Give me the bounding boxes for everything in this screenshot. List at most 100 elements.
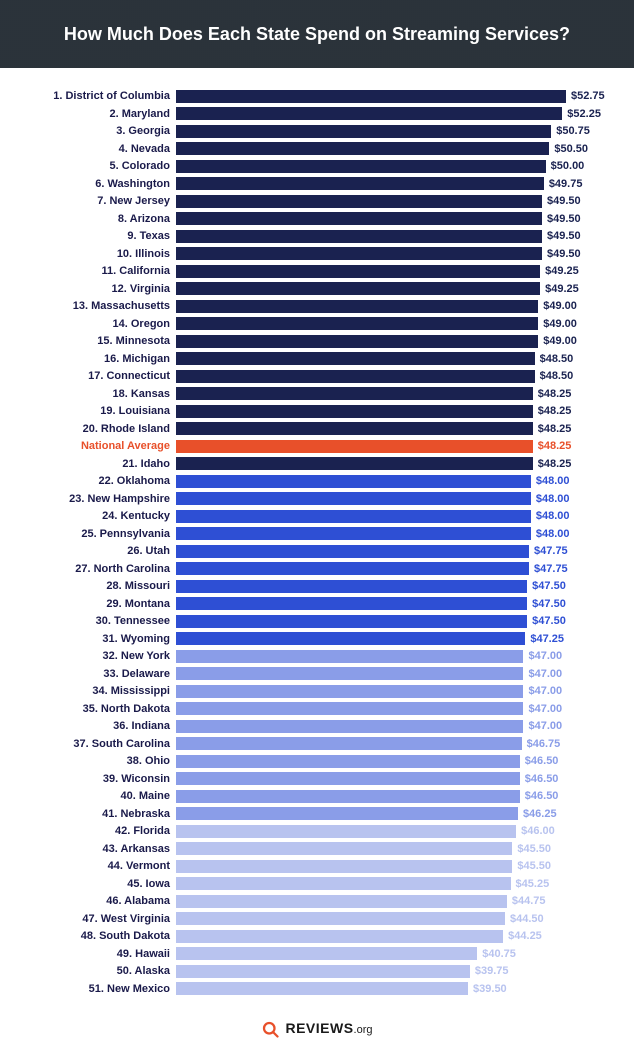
- bar-area: $47.50: [176, 615, 608, 628]
- bar: [176, 142, 549, 155]
- bar-row: 3. Georgia$50.75: [26, 123, 608, 139]
- bar-row: 16. Michigan $48.50: [26, 351, 608, 367]
- bar: [176, 807, 518, 820]
- bar: [176, 282, 540, 295]
- rank-label: 18. Kansas: [26, 388, 176, 400]
- bar: [176, 702, 523, 715]
- bar-value: $46.00: [516, 825, 555, 837]
- bar-row: 18. Kansas$48.25: [26, 386, 608, 402]
- bar-area: $45.50: [176, 860, 608, 873]
- rank-label: 20. Rhode Island: [26, 423, 176, 435]
- bar-row: 8. Arizona$49.50: [26, 211, 608, 227]
- bar: [176, 720, 523, 733]
- rank-label: National Average: [26, 440, 176, 452]
- rank-label: 4. Nevada: [26, 143, 176, 155]
- bar-row: 38. Ohio$46.50: [26, 753, 608, 769]
- bar-area: $49.00: [176, 335, 608, 348]
- bar: [176, 650, 523, 663]
- bar-row: 24. Kentucky$48.00: [26, 508, 608, 524]
- rank-label: 21. Idaho: [26, 458, 176, 470]
- bar-value: $49.50: [542, 195, 581, 207]
- bar-area: $47.25: [176, 632, 608, 645]
- bar: [176, 615, 527, 628]
- bar-row: 15. Minnesota$49.00: [26, 333, 608, 349]
- rank-label: 45. Iowa: [26, 878, 176, 890]
- bar: [176, 755, 520, 768]
- bar-area: $46.50: [176, 772, 608, 785]
- bar-value: $48.25: [533, 423, 572, 435]
- bar-value: $48.00: [531, 510, 570, 522]
- rank-label: 11. California: [26, 265, 176, 277]
- bar-row-national-average: National Average$48.25: [26, 438, 608, 454]
- rank-label: 19. Louisiana: [26, 405, 176, 417]
- bar-value: $49.50: [542, 230, 581, 242]
- bar-value: $49.50: [542, 248, 581, 260]
- bar: [176, 912, 505, 925]
- rank-label: 8. Arizona: [26, 213, 176, 225]
- bar: [176, 877, 511, 890]
- bar-row: 42. Florida$46.00: [26, 823, 608, 839]
- bar-row: 45. Iowa$45.25: [26, 876, 608, 892]
- bar-value: $40.75: [477, 948, 516, 960]
- rank-label: 43. Arkansas: [26, 843, 176, 855]
- rank-label: 2. Maryland: [26, 108, 176, 120]
- bar-value: $47.25: [525, 633, 564, 645]
- bar: [176, 825, 516, 838]
- bar-value: $47.50: [527, 580, 566, 592]
- bar-row: 26. Utah$47.75: [26, 543, 608, 559]
- bar-area: $49.00: [176, 300, 608, 313]
- bar: [176, 842, 512, 855]
- bar: [176, 125, 551, 138]
- bar-value: $47.50: [527, 615, 566, 627]
- bar-area: $48.25: [176, 405, 608, 418]
- bar-area: $39.50: [176, 982, 608, 995]
- bar: [176, 545, 529, 558]
- rank-label: 49. Hawaii: [26, 948, 176, 960]
- bar-value: $48.50: [535, 353, 574, 365]
- bar-row: 41. Nebraska$46.25: [26, 806, 608, 822]
- bar-area: $47.00: [176, 702, 608, 715]
- bar-value: $49.00: [538, 335, 577, 347]
- bar-row: 37. South Carolina$46.75: [26, 736, 608, 752]
- bar: [176, 335, 538, 348]
- bar: [176, 895, 507, 908]
- bar-row: 49. Hawaii $40.75: [26, 946, 608, 962]
- bar-area: $48.00: [176, 527, 608, 540]
- bar-row: 12. Virginia$49.25: [26, 281, 608, 297]
- rank-label: 46. Alabama: [26, 895, 176, 907]
- bar-value: $39.75: [470, 965, 509, 977]
- bar-area: $44.25: [176, 930, 608, 943]
- rank-label: 25. Pennsylvania: [26, 528, 176, 540]
- bar-value: $47.00: [523, 650, 562, 662]
- bar-area: $52.75: [176, 90, 608, 103]
- bar-row: 22. Oklahoma$48.00: [26, 473, 608, 489]
- bar-value: $44.50: [505, 913, 544, 925]
- bar-row: 48. South Dakota$44.25: [26, 928, 608, 944]
- bar: [176, 440, 533, 453]
- bar: [176, 405, 533, 418]
- bar: [176, 492, 531, 505]
- bar: [176, 107, 562, 120]
- bar-value: $48.25: [533, 458, 572, 470]
- bar-area: $39.75: [176, 965, 608, 978]
- bar-area: $40.75: [176, 947, 608, 960]
- bar: [176, 965, 470, 978]
- bar-row: 28. Missouri$47.50: [26, 578, 608, 594]
- rank-label: 38. Ohio: [26, 755, 176, 767]
- bar-value: $52.75: [566, 90, 605, 102]
- bar-value: $47.00: [523, 685, 562, 697]
- bar-value: $49.00: [538, 300, 577, 312]
- rank-label: 16. Michigan: [26, 353, 176, 365]
- bar-area: $48.00: [176, 492, 608, 505]
- bar-area: $47.00: [176, 685, 608, 698]
- bar-row: 34. Mississippi$47.00: [26, 683, 608, 699]
- bar-row: 9. Texas$49.50: [26, 228, 608, 244]
- bar: [176, 510, 531, 523]
- bar-value: $49.25: [540, 265, 579, 277]
- bar-value: $46.25: [518, 808, 557, 820]
- rank-label: 3. Georgia: [26, 125, 176, 137]
- bar-value: $49.75: [544, 178, 583, 190]
- bar-area: $46.50: [176, 790, 608, 803]
- bar: [176, 597, 527, 610]
- bar-chart: 1. District of Columbia$52.752. Maryland…: [0, 68, 634, 1010]
